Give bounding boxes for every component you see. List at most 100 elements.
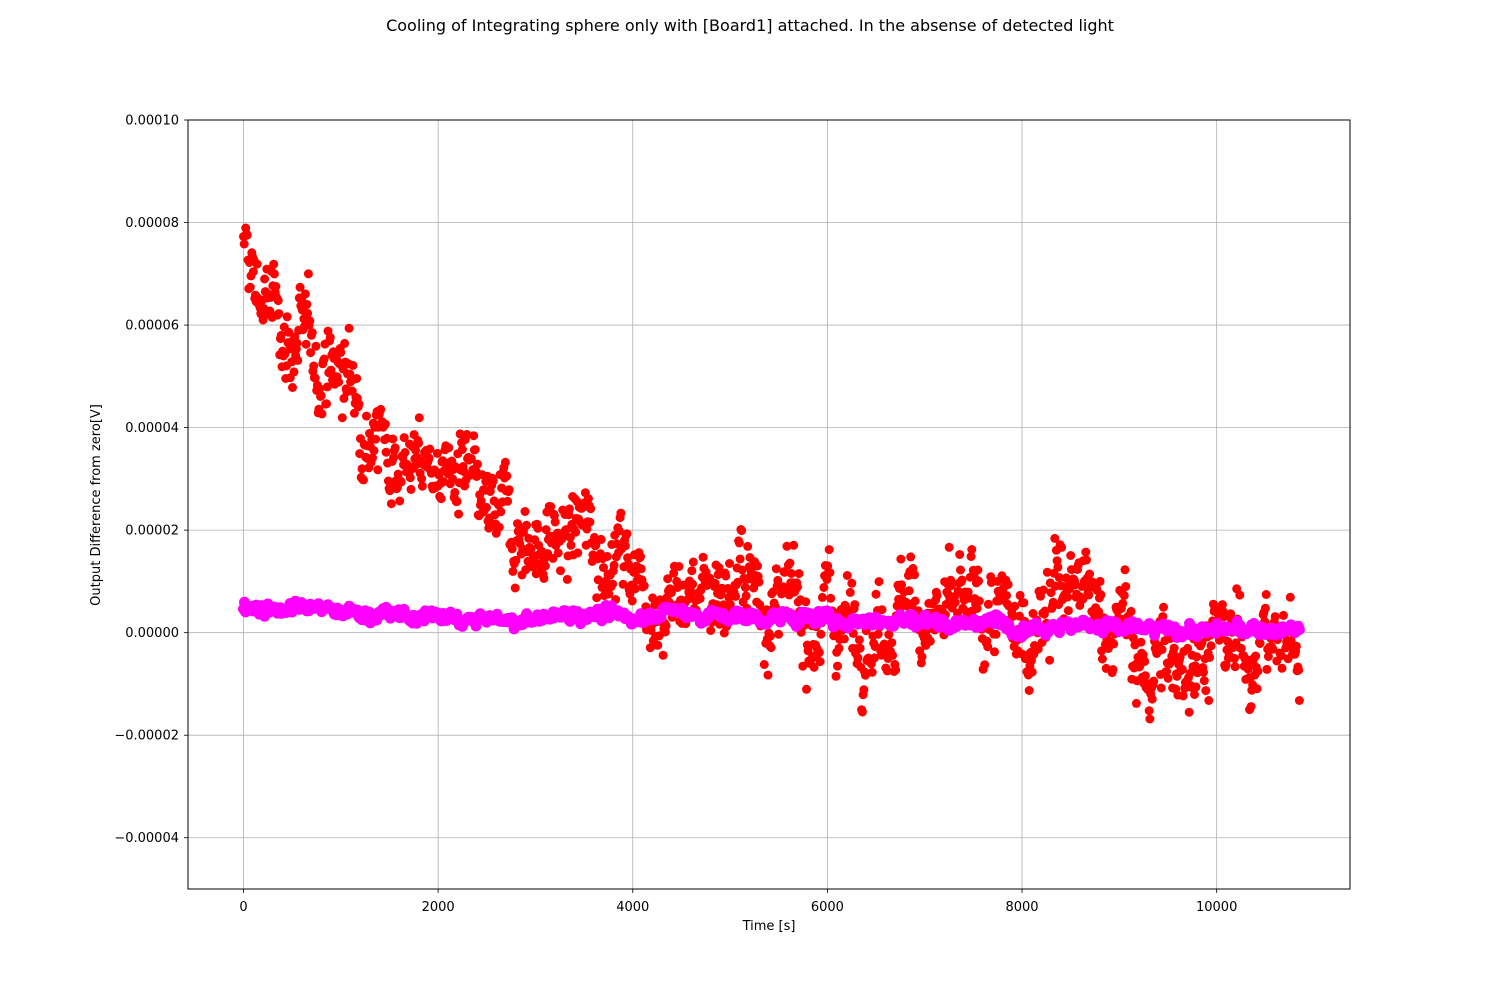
data-point bbox=[1097, 654, 1107, 664]
data-point bbox=[1277, 663, 1287, 673]
data-point bbox=[482, 502, 491, 512]
data-point bbox=[1066, 551, 1076, 560]
data-point bbox=[488, 476, 498, 486]
data-point bbox=[1293, 624, 1305, 635]
data-point bbox=[870, 653, 879, 663]
y-tick-label: −0.00002 bbox=[114, 729, 179, 744]
data-point bbox=[983, 642, 993, 652]
data-point bbox=[494, 522, 504, 532]
data-point bbox=[743, 541, 753, 551]
data-point bbox=[686, 589, 696, 599]
data-point bbox=[1270, 612, 1280, 622]
data-point bbox=[466, 454, 476, 464]
data-point bbox=[780, 567, 790, 577]
data-point bbox=[450, 488, 460, 497]
x-tick-label: 10000 bbox=[1196, 900, 1237, 915]
data-point bbox=[833, 661, 842, 671]
data-point bbox=[593, 575, 603, 585]
data-point bbox=[371, 434, 381, 444]
data-point bbox=[306, 348, 316, 358]
data-point bbox=[737, 565, 747, 575]
data-point bbox=[1199, 667, 1208, 677]
data-point bbox=[669, 568, 679, 578]
data-point bbox=[311, 341, 321, 351]
data-point bbox=[368, 453, 377, 463]
data-point bbox=[571, 527, 581, 537]
data-point bbox=[1054, 573, 1064, 583]
data-point bbox=[1156, 683, 1166, 693]
data-point bbox=[1140, 671, 1150, 681]
data-point bbox=[1177, 664, 1187, 674]
data-point bbox=[337, 413, 347, 423]
data-point bbox=[1136, 637, 1146, 647]
data-point bbox=[1253, 666, 1263, 676]
data-point bbox=[636, 564, 646, 574]
data-point bbox=[484, 523, 494, 533]
data-point bbox=[1096, 590, 1106, 600]
data-point bbox=[877, 605, 887, 615]
data-point bbox=[831, 671, 841, 681]
data-point bbox=[271, 282, 281, 291]
data-point bbox=[859, 685, 869, 695]
data-point bbox=[721, 571, 731, 581]
data-point bbox=[602, 552, 612, 561]
data-point bbox=[773, 575, 783, 585]
data-point bbox=[754, 577, 764, 587]
data-point bbox=[269, 269, 279, 279]
data-point bbox=[1128, 633, 1138, 643]
data-point bbox=[260, 274, 270, 284]
data-point bbox=[1039, 585, 1048, 595]
data-point bbox=[990, 647, 999, 657]
data-point bbox=[1246, 702, 1256, 712]
data-point bbox=[566, 540, 576, 550]
data-point bbox=[399, 433, 409, 443]
data-point bbox=[1126, 606, 1136, 616]
data-point bbox=[248, 267, 258, 277]
y-tick-label: 0.00008 bbox=[125, 216, 179, 231]
data-point bbox=[436, 494, 446, 504]
data-point bbox=[301, 339, 311, 349]
data-point bbox=[1199, 676, 1209, 686]
data-point bbox=[695, 594, 705, 604]
series-1 bbox=[239, 223, 1304, 724]
data-point bbox=[325, 332, 335, 342]
data-point bbox=[376, 404, 386, 414]
data-point bbox=[507, 544, 517, 554]
data-point bbox=[1217, 600, 1227, 610]
data-point bbox=[1230, 662, 1240, 672]
data-point bbox=[276, 330, 286, 340]
data-point bbox=[352, 374, 362, 383]
data-point bbox=[825, 568, 835, 578]
data-point bbox=[956, 565, 965, 575]
data-point bbox=[389, 453, 399, 462]
data-point bbox=[1255, 639, 1265, 648]
data-point bbox=[274, 309, 284, 319]
data-point bbox=[906, 552, 916, 562]
data-point bbox=[439, 477, 448, 487]
data-point bbox=[980, 660, 990, 670]
data-point bbox=[586, 504, 596, 514]
data-point bbox=[582, 524, 592, 534]
data-point bbox=[630, 584, 640, 594]
data-point bbox=[386, 499, 396, 509]
data-point bbox=[766, 643, 776, 653]
data-point bbox=[585, 517, 595, 527]
data-point bbox=[842, 571, 852, 580]
data-point bbox=[1169, 643, 1179, 653]
data-point bbox=[1162, 667, 1172, 676]
data-point bbox=[850, 600, 860, 610]
data-point bbox=[245, 282, 255, 292]
data-point bbox=[596, 534, 606, 544]
data-point bbox=[1158, 612, 1168, 622]
data-point bbox=[414, 438, 424, 448]
data-point bbox=[513, 519, 522, 529]
data-point bbox=[882, 666, 892, 676]
data-point bbox=[1192, 652, 1202, 662]
data-point bbox=[1191, 682, 1201, 692]
data-point bbox=[687, 566, 697, 576]
data-point bbox=[1120, 565, 1130, 575]
data-point bbox=[273, 296, 283, 306]
data-point bbox=[1121, 582, 1131, 591]
data-point bbox=[887, 638, 897, 648]
